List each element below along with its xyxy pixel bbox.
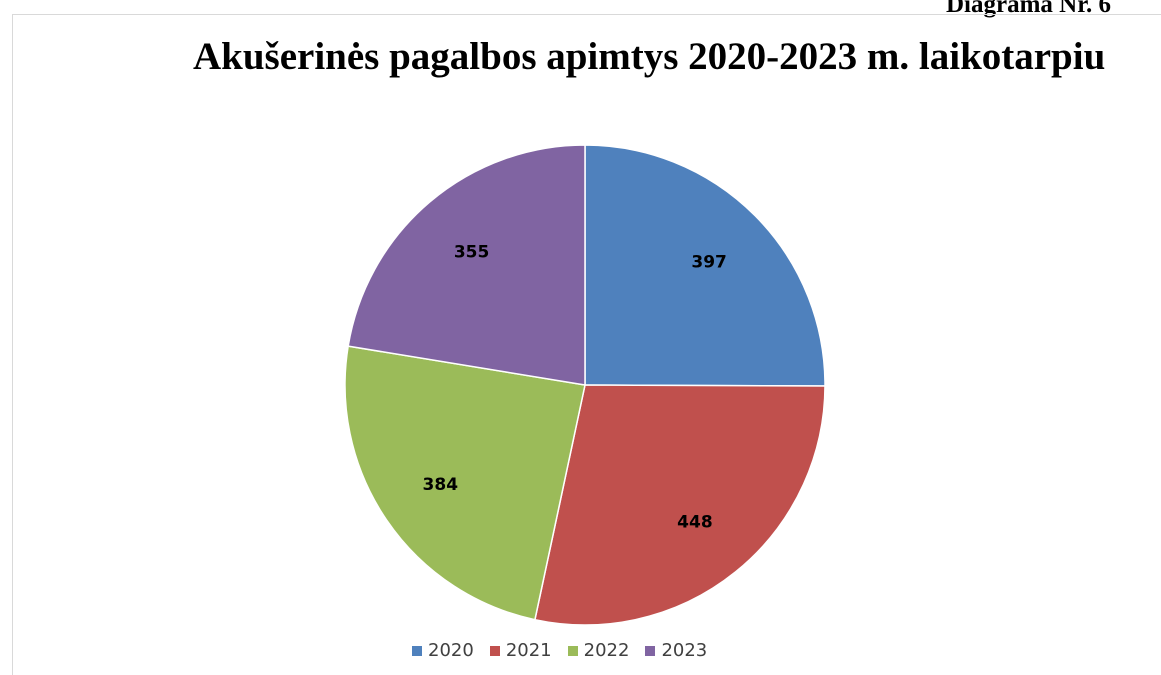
legend-item-2023: 2023 — [645, 640, 707, 661]
legend-label-2023: 2023 — [661, 640, 708, 661]
legend-label-2020: 2020 — [428, 640, 474, 661]
data-label-2023: 355 — [454, 242, 490, 262]
pie-data-labels: 397 448 384 355 — [423, 242, 727, 532]
legend-label-2021: 2021 — [505, 640, 552, 661]
pie-slice-2020 — [584, 144, 826, 387]
pie-slice-2023 — [347, 144, 586, 386]
pie-slice-2021 — [534, 384, 826, 626]
legend-swatch-2020 — [412, 645, 422, 656]
legend-swatch-2021 — [489, 645, 500, 656]
data-label-2022: 384 — [423, 475, 459, 495]
pie-slices — [344, 144, 826, 626]
data-label-2021: 448 — [677, 512, 713, 532]
legend-item-2021: 2021 — [489, 640, 552, 661]
chart-frame — [12, 14, 1161, 675]
legend-item-2020: 2020 — [412, 640, 474, 661]
legend-swatch-2023 — [645, 645, 656, 656]
legend-label-2022: 2022 — [583, 640, 630, 661]
page-label: Diagrama Nr. 6 — [946, 0, 1112, 18]
legend-item-2022: 2022 — [567, 640, 630, 661]
pie-slice-2022 — [344, 345, 586, 621]
legend: 2020 2021 2022 2023 — [412, 640, 723, 661]
legend-swatch-2022 — [567, 645, 578, 656]
data-label-2020: 397 — [691, 252, 727, 272]
chart-title: Akušerinės pagalbos apimtys 2020-2023 m.… — [193, 35, 1106, 78]
